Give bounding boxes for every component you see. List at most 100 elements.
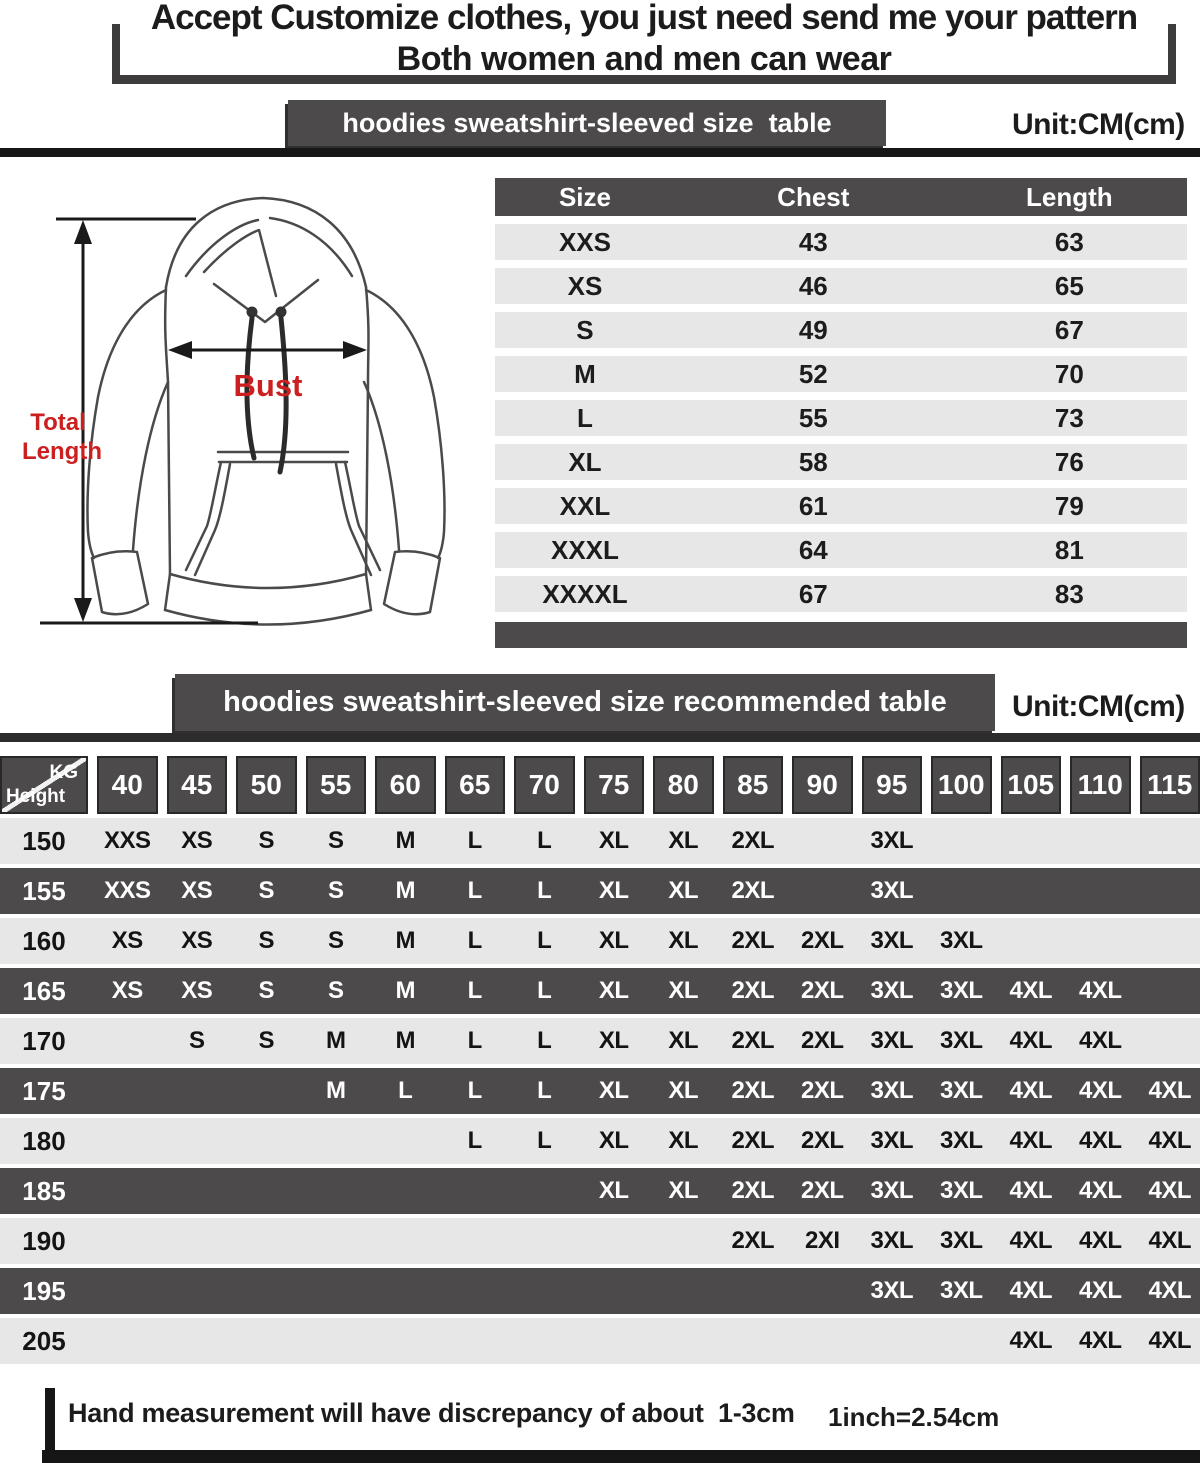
weight-header-cell: 75 — [583, 756, 644, 814]
rec-size-cell: 3XL — [870, 927, 913, 954]
inch-conversion-label: 1inch=2.54cm — [828, 1402, 1000, 1432]
size-cell-chest: 58 — [798, 446, 828, 477]
weight-header-cell: 45 — [166, 756, 227, 814]
rec-size-cell: 2XL — [731, 877, 774, 904]
size-cell-chest: 49 — [798, 314, 828, 345]
rec-size-cell: 4XL — [1009, 1327, 1052, 1354]
weight-header-cell: 85 — [722, 756, 783, 814]
rec-height-cell: 180 — [22, 1125, 66, 1156]
rec-size-cell: 4XL — [1078, 1127, 1122, 1154]
rec-size-cell: M — [395, 977, 416, 1004]
rec-size-cell: 2XL — [731, 827, 774, 854]
rec-height-cell: 205 — [22, 1325, 66, 1356]
rec-size-cell: 4XL — [1148, 1177, 1191, 1204]
rec-size-cell: S — [258, 877, 274, 904]
size-cell-chest: 43 — [798, 226, 828, 257]
size-table-row: XXS 43 63 — [495, 224, 1187, 260]
total-length-arrow — [40, 217, 258, 625]
rec-size-cell: 3XL — [870, 827, 913, 854]
header-cell-chest: Chest — [777, 181, 850, 212]
rec-size-cell: 2XL — [800, 1077, 844, 1104]
weight-header-cell: 110 — [1070, 756, 1131, 814]
rec-height-cell: 165 — [22, 975, 66, 1006]
rec-size-cell: XL — [598, 877, 629, 904]
rec-size-cell: L — [467, 1127, 483, 1154]
weight-header-cell: 105 — [1000, 756, 1061, 814]
rec-size-cell: 2XL — [731, 1027, 774, 1054]
rec-size-cell: 4XL — [1078, 977, 1122, 1004]
rec-size-cell: S — [327, 827, 344, 854]
title-line-1: Accept Customize clothes, you just need … — [150, 0, 1138, 37]
size-cell-size: XL — [568, 446, 602, 477]
rec-size-cell: L — [467, 927, 483, 954]
size-cell-size: XXXL — [550, 534, 619, 565]
size-cell-chest: 52 — [798, 358, 828, 389]
rec-size-cell: 3XL — [939, 927, 983, 954]
rec-size-cell: 3XL — [870, 1027, 913, 1054]
rec-size-cell: M — [326, 1027, 346, 1054]
weight-header-cell: 40 — [97, 756, 158, 814]
rec-size-cell: XL — [598, 1027, 629, 1054]
rec-height-cell: 190 — [22, 1225, 66, 1256]
rec-size-cell: 4XL — [1148, 1077, 1191, 1104]
total-length-label-line2: Length — [22, 438, 102, 465]
rec-table-row: 185 XL XL 2XL 2XL 3XL 3XL 4XL 4XL 4XL — [0, 1168, 1200, 1214]
size-cell-length: 63 — [1054, 226, 1084, 257]
weight-header-cell: 115 — [1139, 756, 1200, 814]
weight-header-cell: 80 — [653, 756, 714, 814]
header-cell-size: Size — [558, 181, 611, 212]
rec-size-cell: 3XL — [939, 977, 983, 1004]
rec-size-cell: 2XL — [800, 927, 844, 954]
recommended-table-body: 150 XXS XS S S M L L XL XL 2XL 3XL 155 XXS XS S S M L L XL XL… — [0, 818, 1200, 1364]
header-cell-length: Length — [1026, 181, 1113, 212]
size-table: Size Chest Length XXS 43 63 XS 46 65 S 49 67 M 52 7… — [495, 178, 1187, 648]
rec-size-cell: XS — [111, 977, 144, 1004]
hoodie-measurement-diagram: Bust Total Length — [22, 196, 446, 626]
rec-size-cell: XS — [111, 927, 144, 954]
weight-header-cell: 60 — [375, 756, 436, 814]
rec-size-cell: XL — [668, 977, 699, 1004]
size-table-row: XXL 61 79 — [495, 488, 1187, 524]
rec-size-cell: L — [537, 1077, 552, 1104]
rec-size-cell: 4XL — [1009, 1127, 1052, 1154]
rec-size-cell: 2XL — [731, 1227, 774, 1254]
rec-size-cell: 3XL — [939, 1077, 983, 1104]
size-cell-size: XXXXL — [542, 578, 628, 609]
rec-size-cell: 3XL — [939, 1127, 983, 1154]
rec-size-cell: XL — [598, 1077, 629, 1104]
weight-header-cell: 55 — [305, 756, 366, 814]
size-table-row: M 52 70 — [495, 356, 1187, 392]
recommended-table-banner: hoodies sweatshirt-sleeved size recommen… — [175, 674, 995, 731]
rec-size-cell: 4XL — [1148, 1127, 1191, 1154]
rec-height-cell: 155 — [22, 875, 66, 906]
size-cell-size: M — [574, 358, 596, 389]
rec-size-cell: XXS — [103, 877, 151, 904]
rec-size-cell: L — [537, 977, 552, 1004]
rec-size-cell: 4XL — [1078, 1277, 1122, 1304]
size-cell-length: 79 — [1054, 490, 1084, 521]
rec-size-cell: 2XL — [731, 1177, 774, 1204]
rec-size-cell: 4XL — [1078, 1077, 1122, 1104]
hoodie-outline — [86, 196, 446, 626]
rec-size-cell: 2XL — [731, 927, 774, 954]
size-table-row: XL 58 76 — [495, 444, 1187, 480]
size-table-row: XS 46 65 — [495, 268, 1187, 304]
rec-size-cell: M — [395, 827, 416, 854]
rec-size-cell: XL — [668, 1127, 699, 1154]
rec-size-cell: 3XL — [870, 977, 913, 1004]
rec-size-cell: 4XL — [1078, 1027, 1122, 1054]
unit-label-1: Unit:CM(cm) — [1012, 108, 1185, 141]
rec-size-cell: S — [327, 977, 344, 1004]
rec-table-row: 155 XXS XS S S M L L XL XL 2XL 3XL — [0, 868, 1200, 914]
rec-size-cell: 3XL — [870, 1277, 913, 1304]
rec-size-cell: 3XL — [870, 1227, 913, 1254]
size-cell-chest: 64 — [798, 534, 828, 565]
rec-size-cell: S — [327, 877, 344, 904]
size-table-header: Size Chest Length — [495, 178, 1187, 216]
height-label: Height — [6, 786, 66, 807]
rec-height-cell: 175 — [22, 1075, 66, 1106]
rec-size-cell: XL — [598, 1127, 629, 1154]
rec-size-cell: 2XL — [731, 1077, 774, 1104]
rec-size-cell: XS — [181, 977, 213, 1004]
